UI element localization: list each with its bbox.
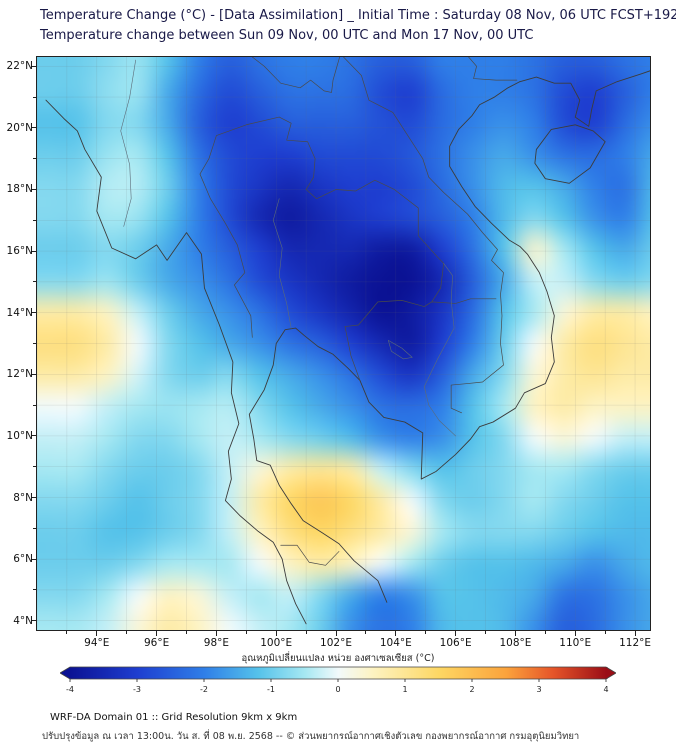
- y-tick-label: 14°N: [6, 306, 33, 319]
- x-tick-mark: [395, 631, 397, 636]
- y-minor-tick-mark: [33, 404, 36, 406]
- x-minor-tick-mark: [126, 631, 128, 634]
- x-tick-mark: [156, 631, 158, 636]
- x-tick-mark: [634, 631, 636, 636]
- colorbar-tick-label: 4: [603, 685, 609, 694]
- y-tick-label: 10°N: [6, 429, 33, 442]
- footer-domain-info: WRF-DA Domain 01 :: Grid Resolution 9km …: [50, 712, 298, 723]
- x-minor-tick-mark: [425, 631, 427, 634]
- x-tick-label: 96°E: [143, 637, 170, 649]
- y-tick-mark: [31, 312, 36, 314]
- colorbar-tick-label: 0: [335, 685, 341, 694]
- x-minor-tick-mark: [66, 631, 68, 634]
- colorbar-tick-label: -4: [66, 685, 74, 694]
- x-tick-label: 112°E: [619, 637, 652, 649]
- colorbar: [60, 666, 616, 684]
- y-tick-label: 20°N: [6, 121, 33, 134]
- colorbar-label: อุณหภูมิเปลี่ยนแปลง หน่วย องศาเซลเซียส (…: [241, 653, 435, 664]
- map-plot-frame: [36, 56, 651, 631]
- x-tick-mark: [335, 631, 337, 636]
- x-minor-tick-mark: [485, 631, 487, 634]
- x-minor-tick-mark: [544, 631, 546, 634]
- y-minor-tick-mark: [33, 343, 36, 344]
- y-minor-tick-mark: [33, 527, 36, 529]
- x-tick-label: 100°E: [260, 637, 293, 649]
- x-tick-mark: [215, 631, 217, 636]
- x-tick-mark: [455, 631, 457, 636]
- x-tick-label: 94°E: [84, 637, 110, 649]
- y-tick-label: 12°N: [6, 368, 33, 381]
- colorbar-tick-label: 3: [536, 685, 542, 694]
- colorbar-tick-label: -1: [267, 685, 275, 694]
- y-tick-mark: [31, 435, 36, 437]
- x-tick-label: 108°E: [499, 637, 532, 649]
- x-minor-tick-mark: [186, 631, 187, 634]
- colorbar-tick-label: 2: [469, 685, 475, 694]
- x-minor-tick-mark: [365, 631, 367, 634]
- y-tick-mark: [31, 373, 36, 375]
- y-tick-label: 8°N: [13, 491, 33, 504]
- x-tick-label: 110°E: [559, 637, 592, 649]
- x-minor-tick-mark: [604, 631, 606, 634]
- y-tick-mark: [31, 188, 36, 190]
- y-tick-mark: [31, 620, 36, 622]
- x-tick-label: 102°E: [320, 637, 352, 649]
- colorbar-tick-label: 1: [402, 685, 408, 694]
- x-tick-label: 106°E: [439, 637, 472, 649]
- y-minor-tick-mark: [33, 589, 36, 591]
- x-tick-label: 104°E: [379, 637, 412, 649]
- y-tick-mark: [31, 497, 36, 499]
- y-minor-tick-mark: [33, 158, 36, 160]
- footer-update-info: ปรับปรุงข้อมูล ณ เวลา 13:00น. วัน ส. ที่…: [42, 731, 580, 742]
- x-tick-mark: [514, 631, 516, 636]
- x-tick-mark: [574, 631, 576, 636]
- x-tick-mark: [96, 631, 98, 636]
- x-tick-label: 98°E: [203, 637, 230, 649]
- y-tick-label: 16°N: [6, 245, 33, 258]
- y-tick-mark: [31, 250, 36, 252]
- colorbar-tick-label: -3: [133, 685, 141, 694]
- y-tick-label: 4°N: [13, 614, 33, 627]
- y-minor-tick-mark: [33, 219, 36, 221]
- map-canvas: [37, 57, 650, 630]
- y-tick-label: 22°N: [6, 60, 33, 73]
- y-tick-mark: [31, 558, 36, 560]
- y-minor-tick-mark: [33, 281, 36, 283]
- x-minor-tick-mark: [245, 631, 247, 634]
- y-tick-mark: [31, 65, 36, 67]
- colorbar-tick-label: -2: [200, 685, 208, 694]
- chart-subtitle: Temperature change between Sun 09 Nov, 0…: [40, 28, 534, 43]
- chart-title: Temperature Change (°C) - [Data Assimila…: [40, 8, 676, 23]
- x-minor-tick-mark: [305, 631, 307, 634]
- y-minor-tick-mark: [33, 96, 36, 98]
- x-tick-mark: [275, 631, 277, 636]
- y-tick-mark: [31, 127, 36, 129]
- y-tick-label: 18°N: [6, 183, 33, 196]
- y-tick-label: 6°N: [13, 553, 33, 566]
- y-minor-tick-mark: [33, 466, 36, 468]
- colorbar-tick-labels: -4 -3 -2 -1 0 1 2 3 4: [0, 685, 676, 695]
